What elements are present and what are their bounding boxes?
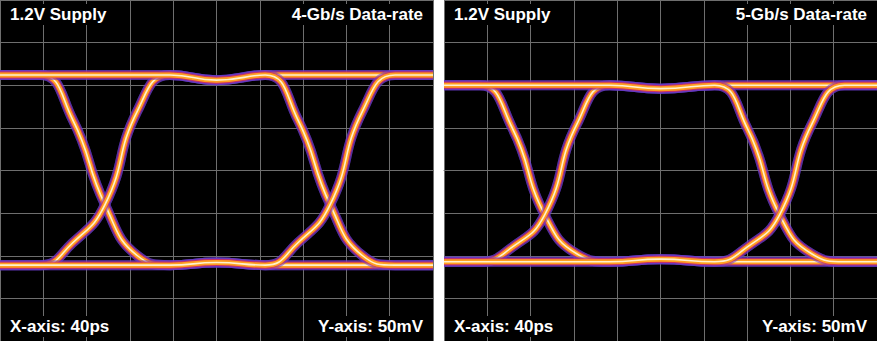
svg-text:X-axis: 40ps: X-axis: 40ps [454, 317, 553, 336]
svg-text:4-Gb/s Data-rate: 4-Gb/s Data-rate [292, 5, 423, 24]
svg-text:Y-axis: 50mV: Y-axis: 50mV [318, 317, 424, 336]
svg-text:X-axis: 40ps: X-axis: 40ps [10, 317, 109, 336]
svg-text:1.2V Supply: 1.2V Supply [454, 5, 551, 24]
svg-text:1.2V Supply: 1.2V Supply [10, 5, 107, 24]
svg-text:5-Gb/s Data-rate: 5-Gb/s Data-rate [736, 5, 867, 24]
svg-text:Y-axis: 50mV: Y-axis: 50mV [762, 317, 868, 336]
